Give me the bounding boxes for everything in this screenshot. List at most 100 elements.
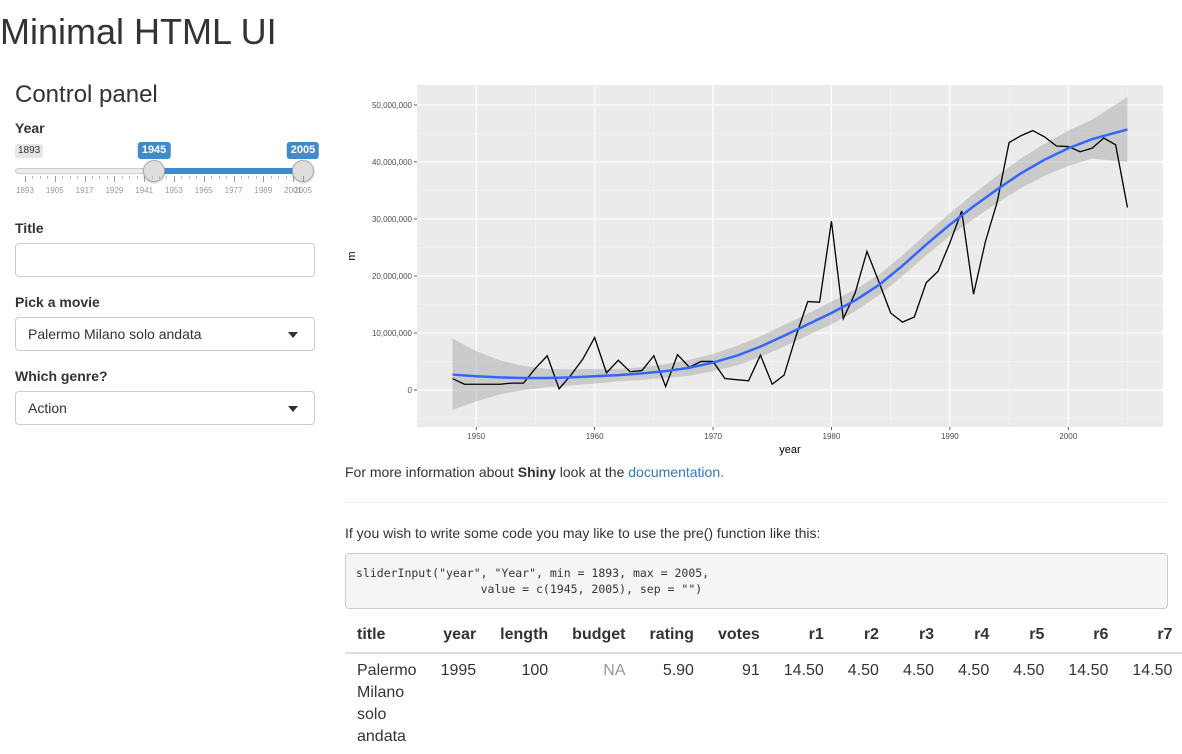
year-slider[interactable]: 1893 1945 2005 1893 1905 1917 1929 1941 1953 1… xyxy=(15,138,320,198)
table-cell: 100 xyxy=(521,662,549,679)
slider-minor-tick xyxy=(136,176,138,179)
chevron-down-icon xyxy=(288,332,298,338)
x-tick-label: 1960 xyxy=(586,432,604,441)
slider-tick xyxy=(54,176,56,182)
slider-tick xyxy=(293,176,295,182)
slider-minor-tick xyxy=(77,176,79,179)
slider-tick-label: 1917 xyxy=(75,186,94,195)
chevron-down-icon xyxy=(288,406,298,412)
panel-title: Control panel xyxy=(15,81,158,108)
slider-minor-tick xyxy=(218,176,220,179)
slider-minor-tick xyxy=(181,176,183,179)
slider-tick-label: 1941 xyxy=(135,186,154,195)
column-header-rating[interactable]: rating xyxy=(637,620,706,654)
table-cell: 1995 xyxy=(440,662,477,679)
slider-tick xyxy=(203,176,205,182)
column-header-budget[interactable]: budget xyxy=(560,620,638,654)
table-header-row: title year length budget rating votes r1 r2 r3 r4… xyxy=(345,620,1182,654)
slider-tick-label: 2001 xyxy=(284,186,302,195)
slider-minor-tick xyxy=(121,176,123,179)
column-header-r6[interactable]: r6 xyxy=(1056,620,1121,654)
slider-tick-label: 1905 xyxy=(45,186,64,195)
slider-tick xyxy=(263,176,265,182)
slider-minor-tick xyxy=(92,176,94,179)
slider-minor-tick xyxy=(159,176,161,179)
info-prefix: For more information about xyxy=(345,464,518,480)
code-intro: If you wish to write some code you may l… xyxy=(345,525,821,541)
table-cell: 14.50 xyxy=(1132,662,1173,679)
slider-minor-tick xyxy=(129,176,131,179)
movie-table: title year length budget rating votes r1 r2 r3 r4… xyxy=(345,620,1182,754)
table-body: Palermo Milano solo andata 1995 100 NA 5.90 9… xyxy=(345,653,1182,754)
slider-tick xyxy=(173,176,175,182)
y-tick-label: 30,000,000 xyxy=(372,215,413,224)
table-cell: 14.50 xyxy=(1068,662,1109,679)
series-line xyxy=(452,129,1129,391)
slider-minor-tick xyxy=(278,176,280,179)
slider-minor-tick xyxy=(211,176,213,179)
x-axis-label: year xyxy=(779,444,801,456)
table-cell: 4.50 xyxy=(902,662,935,679)
title-input[interactable] xyxy=(15,243,315,277)
info-middle: look at the xyxy=(555,464,629,480)
movie-label: Pick a movie xyxy=(15,294,100,310)
slider-minor-tick xyxy=(69,176,71,179)
genre-selected: Action xyxy=(28,400,67,416)
column-header-r3[interactable]: r3 xyxy=(890,620,947,654)
info-text: For more information about Shiny look at… xyxy=(345,464,724,480)
table-cell: 14.50 xyxy=(783,662,824,679)
slider-minor-tick xyxy=(39,176,41,179)
slider-tick-label: 1953 xyxy=(165,186,183,195)
y-tick-label: 20,000,000 xyxy=(372,272,413,281)
movie-select[interactable]: Palermo Milano solo andata xyxy=(15,317,315,351)
slider-tick-label: 1965 xyxy=(194,186,213,195)
slider-minor-tick xyxy=(240,176,242,179)
slider-minor-tick xyxy=(106,176,108,179)
table-cell: 4.50 xyxy=(958,662,990,679)
x-tick-label: 1990 xyxy=(941,432,959,441)
column-header-length[interactable]: length xyxy=(488,620,561,654)
table-cell: 5.90 xyxy=(662,662,694,679)
year-plot: 0 10,000,000 20,000,000 30,000,000 40,000,00… xyxy=(346,85,1163,456)
column-header-r7[interactable]: r7 xyxy=(1120,620,1182,654)
slider-minor-tick xyxy=(151,176,153,179)
slider-minor-tick xyxy=(270,176,272,179)
slider-tick-label: 1977 xyxy=(224,186,243,195)
column-header-year[interactable]: year xyxy=(428,620,489,654)
table-cell: Palermo Milano solo andata xyxy=(357,662,417,745)
column-header-title[interactable]: title xyxy=(345,620,429,654)
slider-low-value: 1945 xyxy=(137,142,171,159)
column-header-r4[interactable]: r4 xyxy=(946,620,1002,654)
table-cell: NA xyxy=(603,662,626,679)
shiny-label: Shiny xyxy=(517,464,556,480)
slider-minor-tick xyxy=(32,176,34,179)
slider-minor-tick xyxy=(47,176,49,179)
column-header-r2[interactable]: r2 xyxy=(835,620,891,654)
slider-tick-label: 1929 xyxy=(105,186,124,195)
column-header-votes[interactable]: votes xyxy=(705,620,772,654)
slider-minor-tick xyxy=(226,176,228,179)
slider-tick xyxy=(144,176,146,182)
slider-selected-range[interactable] xyxy=(154,168,303,174)
table-cell: 91 xyxy=(741,662,760,679)
table-cell: 4.50 xyxy=(847,662,879,679)
slider-high-value: 2005 xyxy=(286,142,320,159)
slider-minor-tick xyxy=(196,176,198,179)
slider-minor-tick xyxy=(255,176,257,179)
x-tick-label: 1950 xyxy=(467,432,485,441)
slider-tick xyxy=(25,176,26,182)
column-header-r5[interactable]: r5 xyxy=(1001,620,1057,654)
slider-tick xyxy=(114,176,116,182)
divider xyxy=(345,502,1168,503)
slider-tick xyxy=(233,176,235,182)
column-header-r1[interactable]: r1 xyxy=(771,620,836,654)
y-tick-label: 50,000,000 xyxy=(372,101,413,110)
slider-minor-tick xyxy=(166,176,168,179)
plot-panel xyxy=(417,85,1163,427)
slider-tick xyxy=(84,176,86,182)
slider-minor-tick xyxy=(62,176,64,179)
documentation-link[interactable]: documentation. xyxy=(628,464,724,480)
genre-select[interactable]: Action xyxy=(15,391,315,425)
year-label: Year xyxy=(15,120,45,136)
code-block: sliderInput("year", "Year", min = 1893, … xyxy=(345,553,1168,609)
